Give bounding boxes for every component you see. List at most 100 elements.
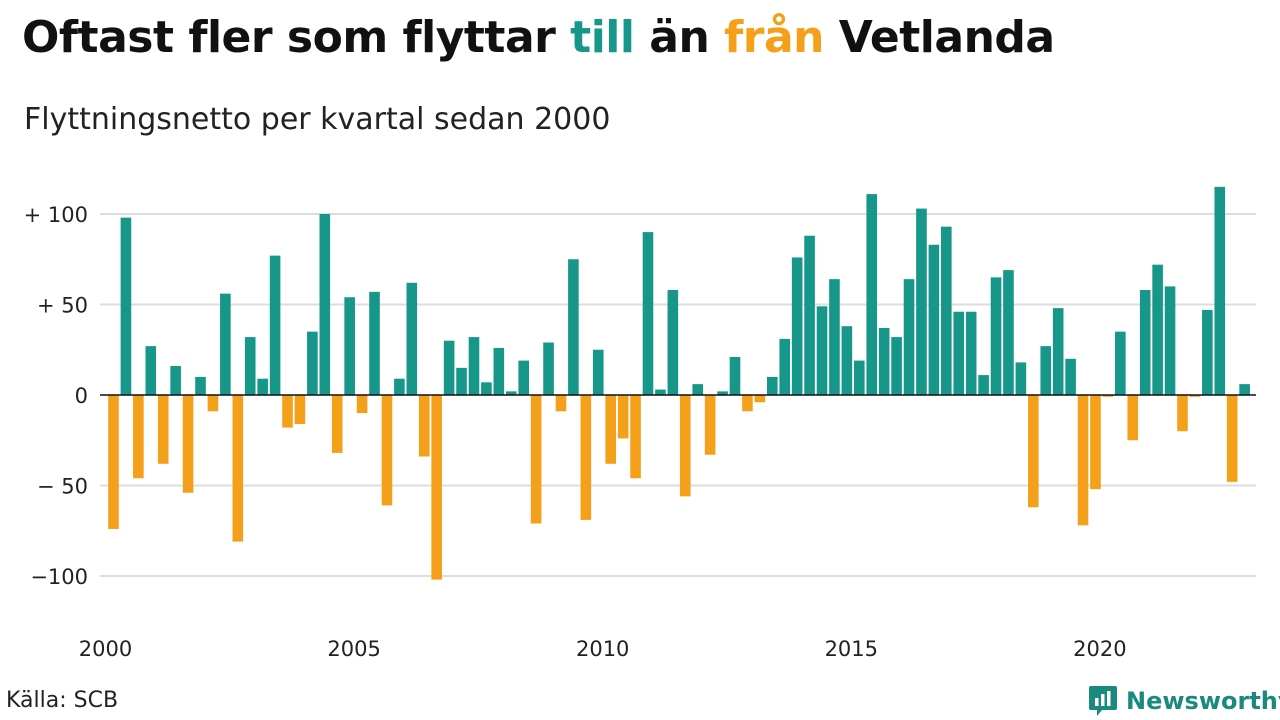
bar xyxy=(232,395,244,542)
source-note: Källa: SCB xyxy=(6,688,119,713)
bar xyxy=(779,338,791,395)
bar xyxy=(468,337,480,395)
bar xyxy=(182,395,194,493)
title-till: till xyxy=(570,12,635,63)
newsworthy-logo-icon xyxy=(1089,686,1117,716)
bar xyxy=(394,378,405,395)
bar xyxy=(941,226,952,395)
bar xyxy=(269,255,281,395)
title-fran: från xyxy=(724,12,824,63)
bar xyxy=(916,208,927,395)
bar xyxy=(1177,395,1188,432)
bar xyxy=(655,389,666,395)
bar xyxy=(1139,290,1151,395)
bar xyxy=(866,194,878,395)
bar xyxy=(1127,395,1139,441)
bar xyxy=(1090,395,1101,490)
y-tick-label: − 50 xyxy=(37,475,88,499)
bar xyxy=(1164,286,1176,395)
bar xyxy=(841,326,853,395)
bar xyxy=(928,244,940,395)
bar xyxy=(555,395,567,412)
y-tick-label: 0 xyxy=(75,384,88,408)
bar xyxy=(145,346,157,395)
bar xyxy=(157,395,169,464)
bar xyxy=(965,311,977,395)
bar xyxy=(1189,395,1201,397)
bar xyxy=(1052,308,1064,395)
bar xyxy=(319,214,331,395)
bar xyxy=(667,290,679,395)
bar xyxy=(133,395,144,479)
chart-title: Oftast fler som flyttar till än från Vet… xyxy=(22,12,1055,63)
bar xyxy=(1040,346,1052,395)
bar xyxy=(717,391,728,395)
bar xyxy=(369,291,380,395)
bar xyxy=(518,360,529,395)
bar xyxy=(742,395,753,412)
bar xyxy=(307,331,318,395)
bar xyxy=(406,282,418,395)
title-part3: Vetlanda xyxy=(823,12,1055,63)
bar xyxy=(443,340,455,395)
title-part1: Oftast fler som flyttar xyxy=(22,12,571,63)
bar xyxy=(356,395,368,414)
bar xyxy=(1003,270,1014,395)
x-tick-label: 2010 xyxy=(576,637,629,661)
x-tick-label: 2005 xyxy=(327,637,380,661)
bar xyxy=(953,311,965,395)
bar xyxy=(530,395,542,524)
y-tick-label: + 100 xyxy=(24,203,88,227)
bar xyxy=(456,367,467,395)
bar xyxy=(878,328,890,395)
bar xyxy=(418,395,430,457)
bar xyxy=(294,395,306,424)
bar xyxy=(568,259,579,395)
bar xyxy=(1152,264,1163,395)
title-part2: än xyxy=(634,12,725,63)
axes: + 100 + 50 0 − 50 −100 2000 2005 2010 2015 2020 xyxy=(24,203,1256,661)
bar xyxy=(207,395,219,412)
brand-name: Newsworthy xyxy=(1126,687,1280,715)
bar xyxy=(1226,395,1238,482)
x-tick-label: 2020 xyxy=(1073,637,1126,661)
bar xyxy=(1065,358,1076,395)
bar xyxy=(990,277,1002,395)
bar xyxy=(754,395,766,403)
bar xyxy=(481,382,492,395)
bar xyxy=(903,279,915,395)
y-tick-label: + 50 xyxy=(37,294,88,318)
bar xyxy=(692,384,704,395)
bar xyxy=(1102,395,1114,397)
bar xyxy=(543,342,554,395)
bar xyxy=(170,366,181,395)
bar xyxy=(854,360,865,395)
bars xyxy=(108,186,1250,580)
bar xyxy=(493,347,505,395)
bar xyxy=(766,376,778,395)
bar xyxy=(580,395,592,520)
bar xyxy=(978,375,989,395)
bar xyxy=(120,217,132,395)
bar xyxy=(195,376,206,395)
bar xyxy=(282,395,293,428)
x-tick-label: 2000 xyxy=(79,637,132,661)
bar xyxy=(1077,395,1089,526)
bar xyxy=(617,395,629,439)
bar xyxy=(505,391,517,395)
bar xyxy=(257,378,268,395)
bar xyxy=(431,395,442,580)
bar xyxy=(592,349,604,395)
bar xyxy=(829,279,840,395)
bar xyxy=(816,306,828,395)
bar xyxy=(804,235,815,395)
brand-logo-link[interactable]: Newsworthy xyxy=(1088,684,1280,718)
bar xyxy=(108,395,119,529)
x-tick-label: 2015 xyxy=(825,637,878,661)
bar xyxy=(1028,395,1039,508)
bar xyxy=(1214,186,1226,395)
bar xyxy=(729,356,741,395)
bar xyxy=(704,395,716,455)
bar xyxy=(1115,331,1126,395)
